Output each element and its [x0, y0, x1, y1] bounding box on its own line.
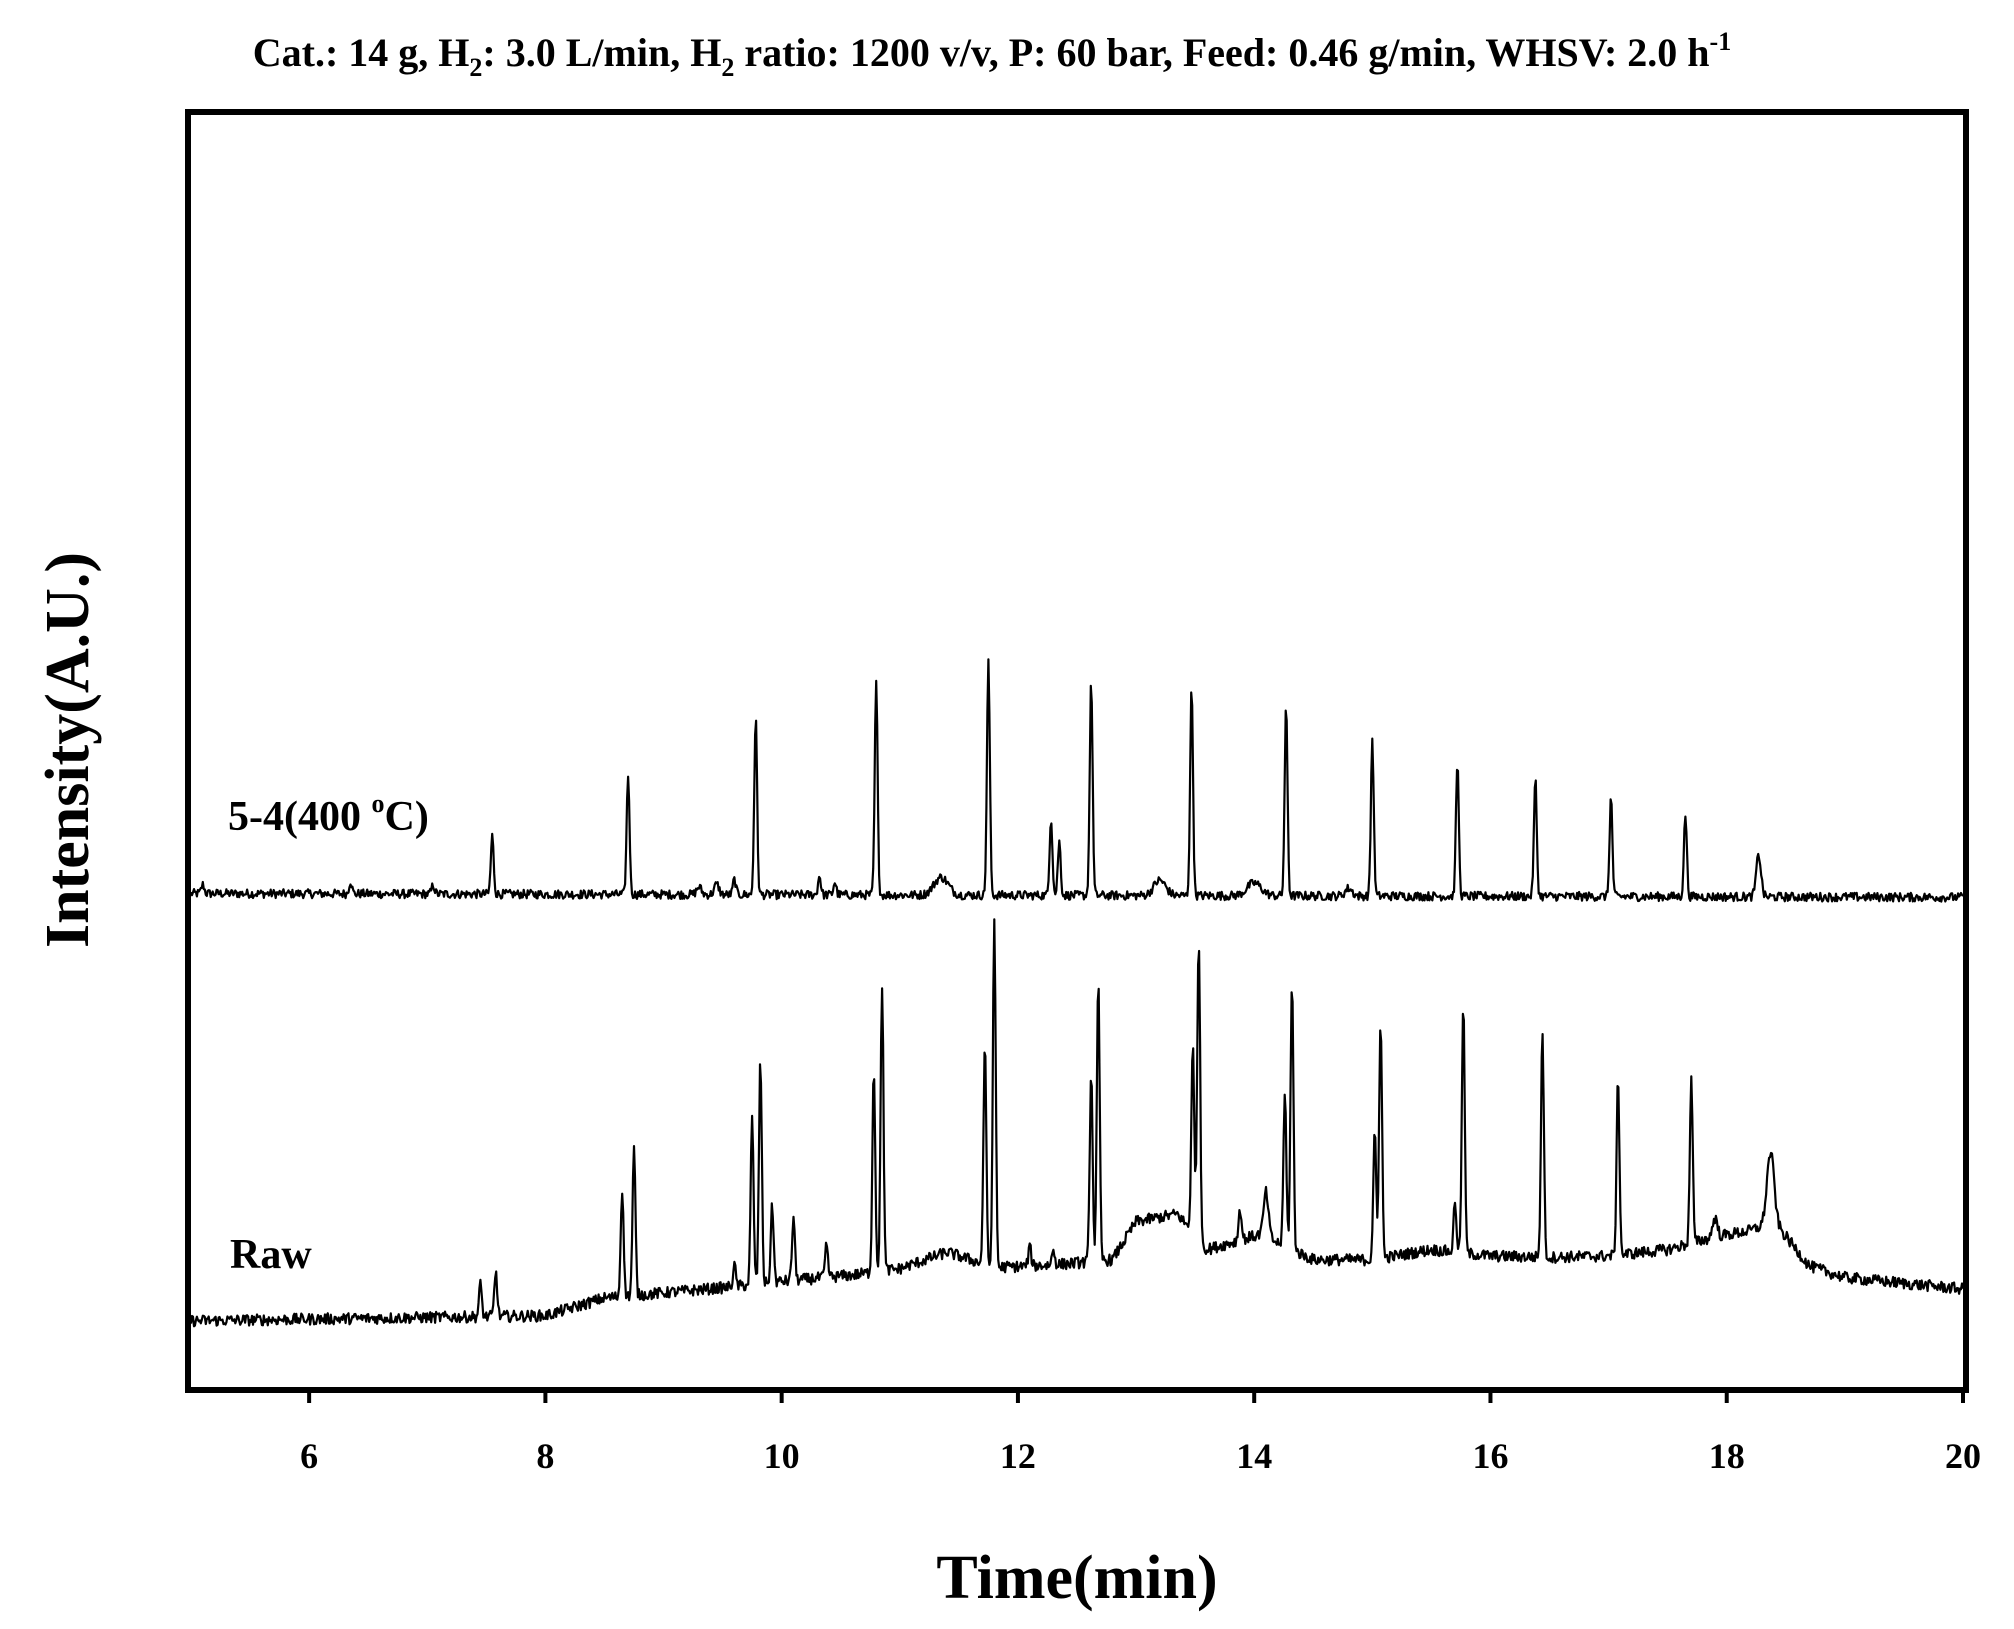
x-axis-label: Time(min): [936, 1544, 1217, 1612]
chart-title-subscript-1: 2: [469, 53, 482, 82]
series-line-raw: [189, 918, 1965, 1328]
plot-frame: [185, 109, 1969, 1393]
x-tick-label: 18: [1709, 1436, 1745, 1476]
x-tick-label: 6: [300, 1436, 318, 1476]
chart-title-part-3: ratio: 1200 v/v, P: 60 bar, Feed: 0.46 g…: [734, 30, 1709, 75]
series-label-catalyst: 5-4(400 oC): [228, 789, 429, 840]
x-tick-label: 10: [764, 1436, 800, 1476]
chart-title-part-2: : 3.0 L/min, H: [482, 30, 721, 75]
x-axis: 6 8 10 12 14 16 18 20: [300, 1390, 1981, 1476]
x-tick-label: 16: [1472, 1436, 1508, 1476]
chart-title-part-1: Cat.: 14 g, H: [253, 30, 470, 75]
chart-title-subscript-2: 2: [721, 53, 734, 82]
x-tick-label: 20: [1945, 1436, 1981, 1476]
series-label-catalyst-main: 5-4(400: [228, 794, 371, 840]
x-tick-label: 12: [1000, 1436, 1036, 1476]
x-tick-label: 14: [1236, 1436, 1272, 1476]
series-label-catalyst-end: C): [384, 794, 428, 840]
x-tick-label: 8: [536, 1436, 554, 1476]
series-traces: [189, 658, 1965, 1328]
y-axis-label: Intensity(A.U.): [34, 552, 102, 948]
chart-title: Cat.: 14 g, H2: 3.0 L/min, H2 ratio: 120…: [253, 27, 1731, 82]
series-line-catalyst: [189, 658, 1964, 903]
series-label-catalyst-degree: o: [371, 789, 384, 818]
series-label-raw: Raw: [230, 1232, 312, 1278]
chart-title-superscript: -1: [1710, 27, 1732, 56]
